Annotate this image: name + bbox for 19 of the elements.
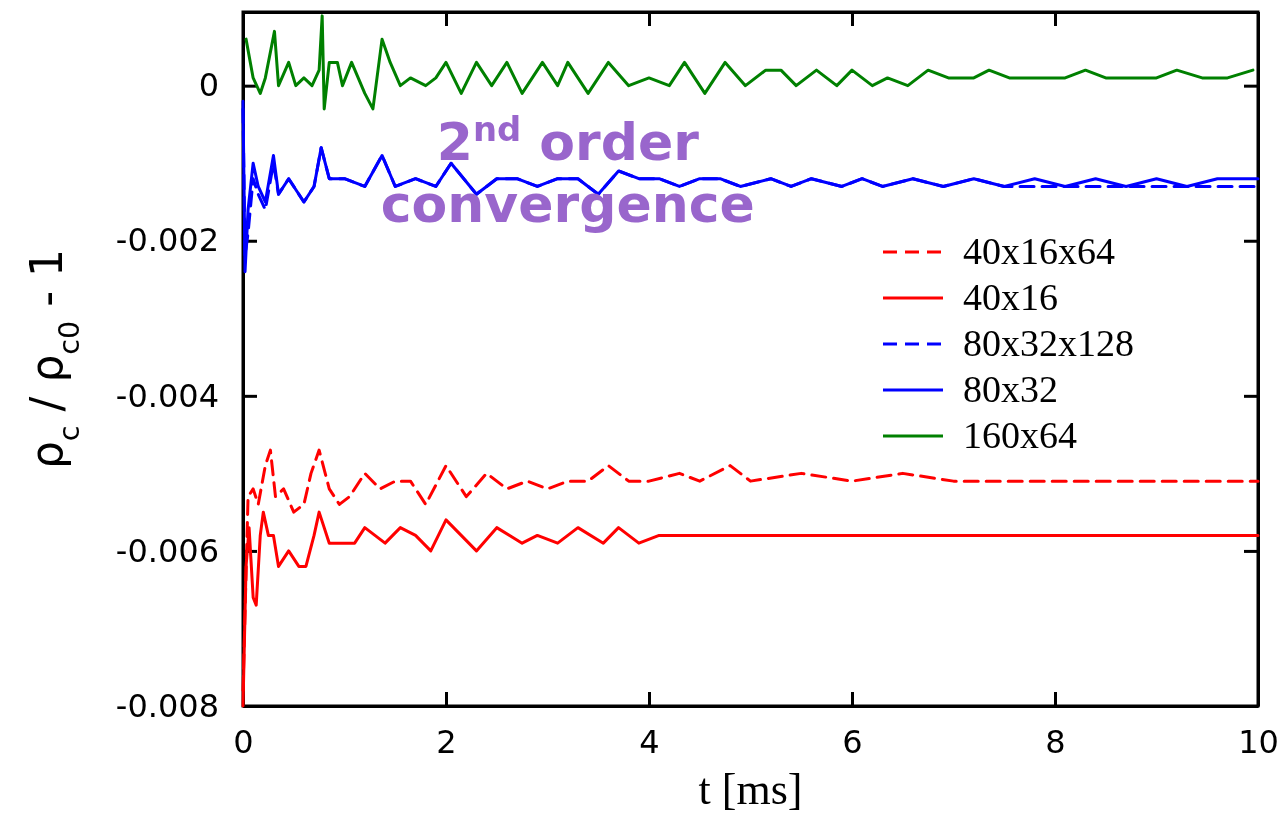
- x-tick-label: 6: [842, 722, 863, 761]
- legend-label: 40x16: [963, 276, 1058, 318]
- y-tick-label: -0.006: [115, 531, 219, 570]
- x-axis-title: t [ms]: [698, 765, 803, 814]
- line-series: [244, 14, 1255, 111]
- legend-label: 40x16x64: [963, 230, 1115, 272]
- annotation: 2$^{nd}$ order convergence: [380, 109, 755, 234]
- y-tick-label: -0.008: [115, 686, 219, 725]
- y-tick-label: -0.004: [115, 376, 219, 415]
- x-tick-label: 8: [1045, 722, 1066, 761]
- y-tick-label: 0: [198, 66, 219, 105]
- x-tick-label: 10: [1238, 722, 1279, 761]
- y-tick-label: -0.002: [115, 221, 219, 260]
- x-tick-label: 0: [233, 722, 254, 761]
- legend-label: 80x32x128: [963, 322, 1134, 364]
- x-tick-label: 2: [436, 722, 457, 761]
- legend-label: 160x64: [963, 414, 1077, 456]
- x-tick-label: 4: [639, 722, 660, 761]
- legend-label: 80x32: [963, 368, 1058, 410]
